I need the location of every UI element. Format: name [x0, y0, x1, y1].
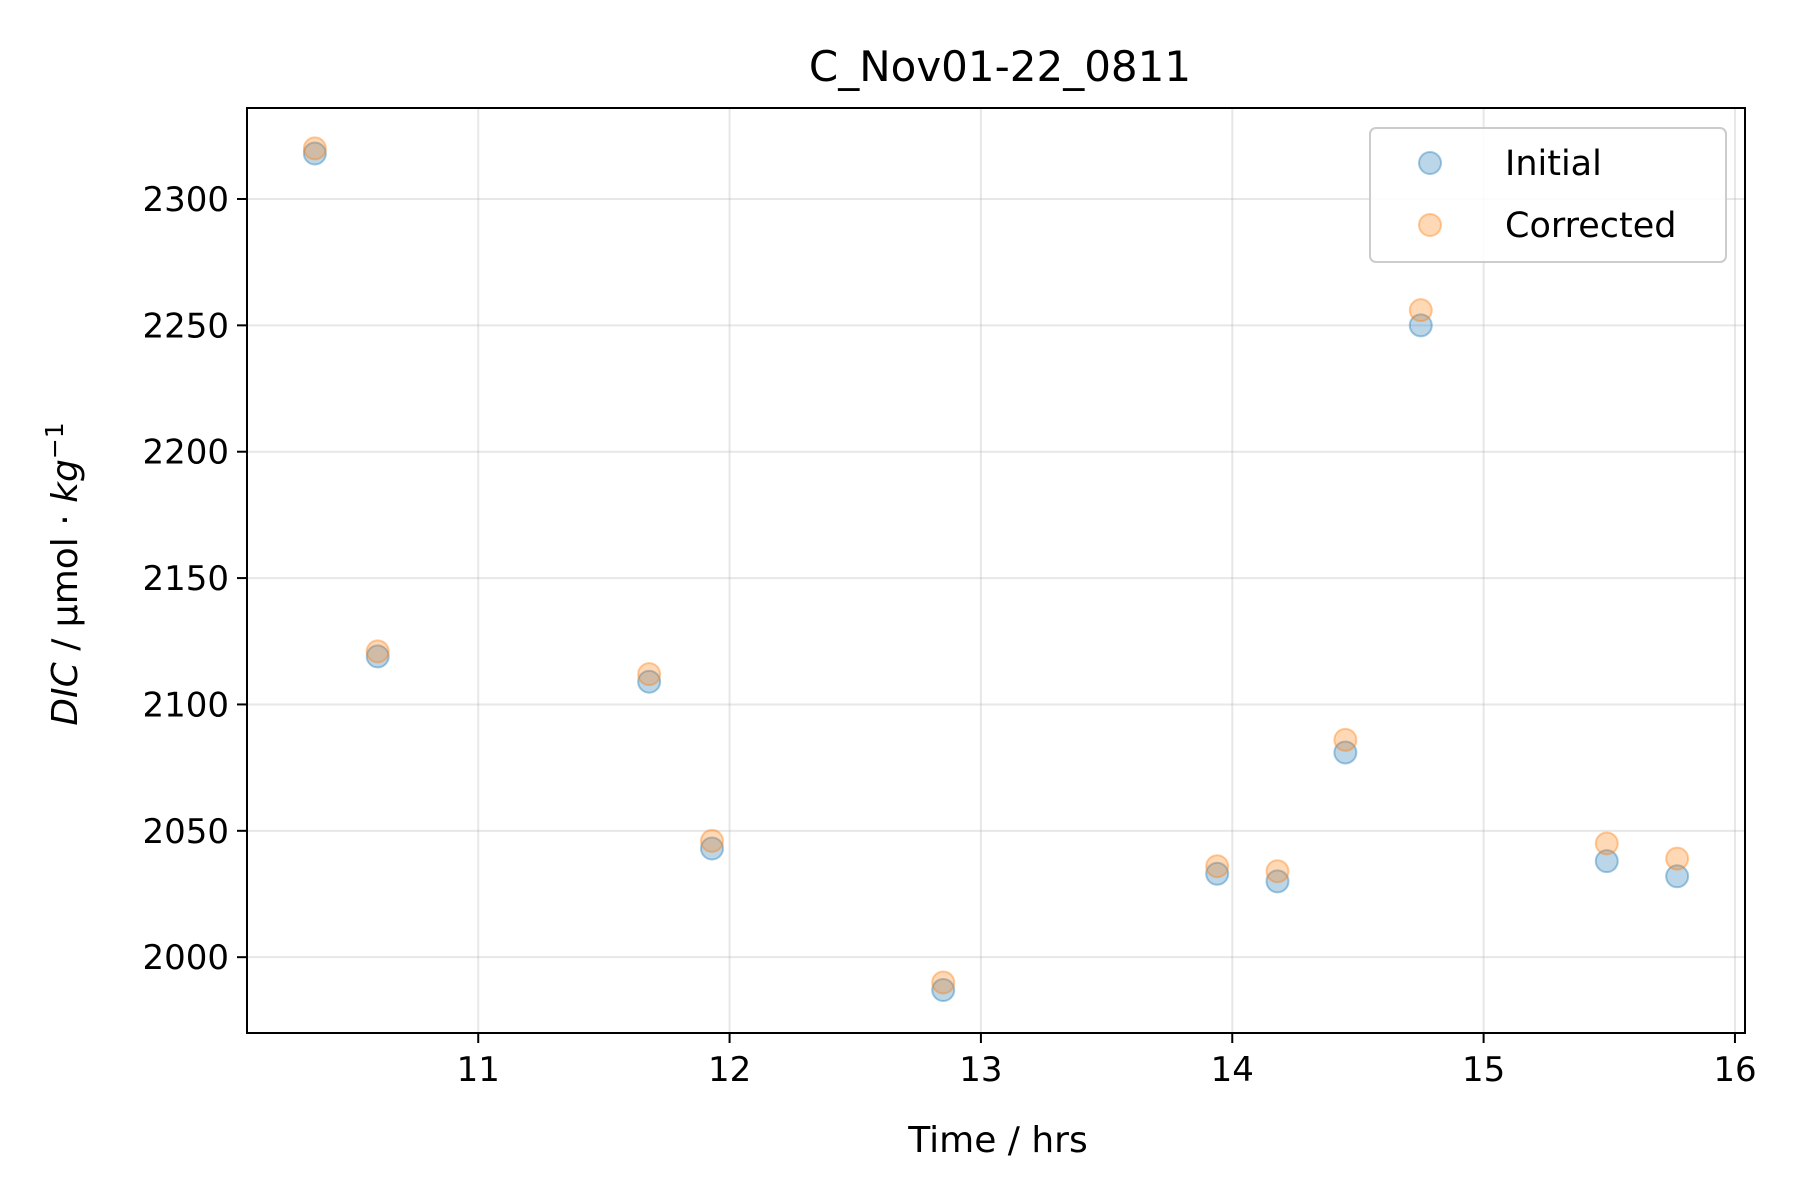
chart-title: C_Nov01-22_0811	[809, 42, 1191, 91]
x-tick-label: 12	[708, 1050, 751, 1090]
y-axis-label-exponent: −1	[40, 422, 69, 459]
y-axis-label-variable: DIC	[45, 661, 86, 725]
y-tick-label: 2200	[142, 433, 229, 473]
legend-marker-corrected	[1418, 213, 1442, 237]
point-initial	[365, 644, 390, 669]
point-corrected	[699, 828, 724, 853]
point-corrected	[302, 136, 327, 161]
y-tick-label: 2150	[142, 559, 229, 599]
x-tick-label: 14	[1211, 1050, 1254, 1090]
point-initial	[1408, 313, 1433, 338]
legend-label-corrected: Corrected	[1505, 206, 1677, 246]
point-corrected	[931, 970, 956, 995]
x-tick-label: 16	[1713, 1050, 1756, 1090]
point-initial	[699, 836, 724, 861]
point-initial	[637, 669, 662, 694]
y-tick-label: 2000	[142, 938, 229, 978]
point-initial	[1333, 740, 1358, 765]
axis-ticks: 11 12 13 14 15 16 2000 2050 2100 2150 2200 2250 2300	[142, 180, 1756, 1090]
point-corrected	[1408, 298, 1433, 323]
y-tick-label: 2250	[142, 306, 229, 346]
legend-marker-initial	[1418, 151, 1442, 175]
y-tick-label: 2050	[142, 812, 229, 852]
point-initial	[1205, 861, 1230, 886]
y-tick-label: 2100	[142, 685, 229, 725]
x-tick-label: 13	[959, 1050, 1002, 1090]
point-corrected	[637, 662, 662, 687]
point-corrected	[1594, 831, 1619, 856]
point-corrected	[1205, 854, 1230, 879]
legend: Initial Corrected	[1369, 127, 1727, 263]
y-tick-label: 2300	[142, 180, 229, 220]
point-initial	[1594, 849, 1619, 874]
point-corrected	[1265, 859, 1290, 884]
data-points	[302, 136, 1690, 1003]
point-initial	[302, 141, 327, 166]
point-initial	[1665, 864, 1690, 889]
point-corrected	[365, 639, 390, 664]
point-corrected	[1333, 727, 1358, 752]
y-axis-label: DIC / µmol · kg−1	[40, 422, 86, 725]
y-axis-label-unit: kg	[45, 459, 86, 503]
point-corrected	[1665, 846, 1690, 871]
plot-area-frame	[246, 107, 1746, 1034]
x-tick-label: 15	[1462, 1050, 1505, 1090]
legend-label-initial: Initial	[1505, 144, 1602, 184]
x-axis-label: Time / hrs	[907, 1120, 1088, 1161]
point-initial	[931, 978, 956, 1003]
point-initial	[1265, 869, 1290, 894]
legend-box	[1369, 127, 1727, 263]
y-axis-label-unit-prefix: / µmol ·	[45, 503, 86, 662]
x-tick-label: 11	[457, 1050, 500, 1090]
